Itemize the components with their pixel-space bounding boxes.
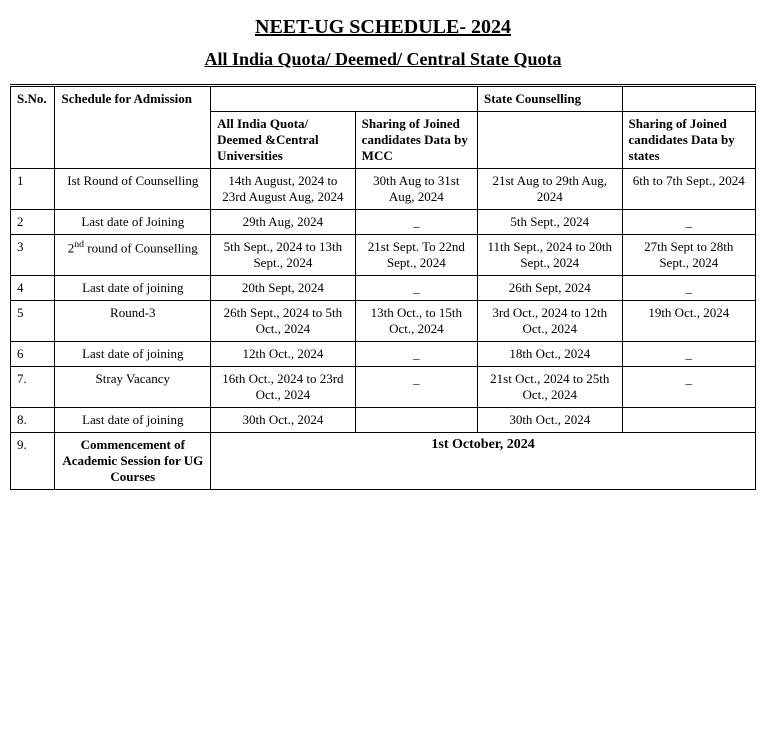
cell: 30th Aug to 31st Aug, 2024 <box>355 169 477 210</box>
cell: Stray Vacancy <box>55 367 211 408</box>
cell: _ <box>622 210 755 235</box>
table-row: 5Round-326th Sept., 2024 to 5th Oct., 20… <box>11 301 756 342</box>
cell: _ <box>622 342 755 367</box>
commencement-date: 1st October, 2024 <box>211 433 756 490</box>
header-mcc: Sharing of Joined candidates Data by MCC <box>355 112 477 169</box>
table-row: 4Last date of joining20th Sept, 2024_26t… <box>11 276 756 301</box>
header-schedule: Schedule for Admission <box>55 86 211 169</box>
cell: _ <box>355 210 477 235</box>
cell: 6 <box>11 342 55 367</box>
header-sjs: Sharing of Joined candidates Data by sta… <box>622 112 755 169</box>
cell: 6th to 7th Sept., 2024 <box>622 169 755 210</box>
cell <box>355 408 477 433</box>
cell: _ <box>355 276 477 301</box>
header-aiq: All India Quota/ Deemed &Central Univers… <box>211 112 356 169</box>
table-row: 6Last date of joining12th Oct., 2024_18t… <box>11 342 756 367</box>
commencement-label: Commencement of Academic Session for UG … <box>55 433 211 490</box>
cell <box>622 408 755 433</box>
cell: 30th Oct., 2024 <box>477 408 622 433</box>
cell: _ <box>355 342 477 367</box>
cell: 27th Sept to 28th Sept., 2024 <box>622 235 755 276</box>
header-sjs-blank <box>622 86 755 112</box>
table-row: 7.Stray Vacancy16th Oct., 2024 to 23rd O… <box>11 367 756 408</box>
cell: Last date of joining <box>55 342 211 367</box>
cell: 30th Oct., 2024 <box>211 408 356 433</box>
cell: Last date of Joining <box>55 210 211 235</box>
table-row: 1Ist Round of Counselling14th August, 20… <box>11 169 756 210</box>
cell: 18th Oct., 2024 <box>477 342 622 367</box>
cell: 3rd Oct., 2024 to 12th Oct., 2024 <box>477 301 622 342</box>
cell: 2nd round of Counselling <box>55 235 211 276</box>
cell: 2 <box>11 210 55 235</box>
cell: Last date of joining <box>55 408 211 433</box>
cell: 3 <box>11 235 55 276</box>
cell: Last date of joining <box>55 276 211 301</box>
cell: Ist Round of Counselling <box>55 169 211 210</box>
schedule-table: S.No. Schedule for Admission State Couns… <box>10 84 756 490</box>
cell: 11th Sept., 2024 to 20th Sept., 2024 <box>477 235 622 276</box>
cell: 4 <box>11 276 55 301</box>
cell: 8. <box>11 408 55 433</box>
cell: 26th Sept., 2024 to 5th Oct., 2024 <box>211 301 356 342</box>
cell: _ <box>622 276 755 301</box>
cell: 5th Sept., 2024 to 13th Sept., 2024 <box>211 235 356 276</box>
cell: 12th Oct., 2024 <box>211 342 356 367</box>
cell: 5th Sept., 2024 <box>477 210 622 235</box>
cell: 14th August, 2024 to 23rd August Aug, 20… <box>211 169 356 210</box>
cell: 20th Sept, 2024 <box>211 276 356 301</box>
table-header: S.No. Schedule for Admission State Couns… <box>11 86 756 169</box>
header-sno: S.No. <box>11 86 55 169</box>
cell: 26th Sept, 2024 <box>477 276 622 301</box>
cell: Round-3 <box>55 301 211 342</box>
table-row: 2Last date of Joining29th Aug, 2024_5th … <box>11 210 756 235</box>
page-title: NEET-UG SCHEDULE- 2024 <box>10 16 756 39</box>
cell: 21st Oct., 2024 to 25th Oct., 2024 <box>477 367 622 408</box>
table-row: 8.Last date of joining30th Oct., 202430t… <box>11 408 756 433</box>
cell: 19th Oct., 2024 <box>622 301 755 342</box>
cell: 1 <box>11 169 55 210</box>
table-body: 1Ist Round of Counselling14th August, 20… <box>11 169 756 490</box>
cell: 5 <box>11 301 55 342</box>
cell: _ <box>355 367 477 408</box>
cell: 13th Oct., to 15th Oct., 2024 <box>355 301 477 342</box>
header-state-blank <box>477 112 622 169</box>
cell: 29th Aug, 2024 <box>211 210 356 235</box>
header-aiq-group <box>211 86 478 112</box>
cell: _ <box>622 367 755 408</box>
cell: 9. <box>11 433 55 490</box>
cell: 7. <box>11 367 55 408</box>
cell: 21st Sept. To 22nd Sept., 2024 <box>355 235 477 276</box>
table-row: 32nd round of Counselling5th Sept., 2024… <box>11 235 756 276</box>
cell: 21st Aug to 29th Aug, 2024 <box>477 169 622 210</box>
page-subtitle: All India Quota/ Deemed/ Central State Q… <box>10 49 756 70</box>
header-state: State Counselling <box>477 86 622 112</box>
title-block: NEET-UG SCHEDULE- 2024 All India Quota/ … <box>10 16 756 70</box>
table-row-commencement: 9.Commencement of Academic Session for U… <box>11 433 756 490</box>
cell: 16th Oct., 2024 to 23rd Oct., 2024 <box>211 367 356 408</box>
